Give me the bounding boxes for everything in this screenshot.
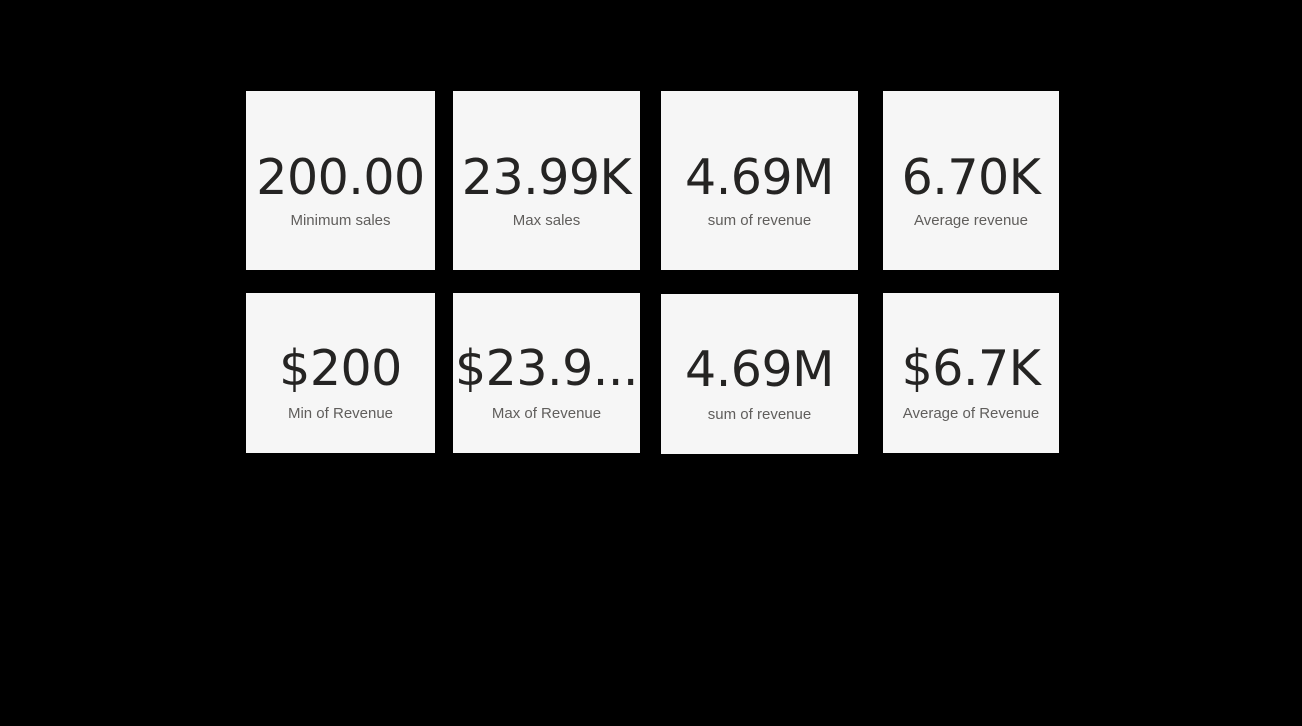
- card-average-revenue[interactable]: 6.70K Average revenue: [883, 91, 1059, 270]
- card-label: Average of Revenue: [902, 405, 1040, 422]
- card-min-of-revenue[interactable]: $200 Min of Revenue: [246, 293, 435, 453]
- card-sum-of-revenue[interactable]: 4.69M sum of revenue: [661, 91, 858, 270]
- card-average-of-revenue[interactable]: $6.7K Average of Revenue: [883, 293, 1059, 453]
- card-label: sum of revenue: [707, 406, 812, 423]
- card-value: 200.00: [256, 149, 425, 206]
- card-value: $23.9...: [454, 340, 639, 397]
- card-value: 23.99K: [461, 149, 632, 206]
- card-label: Max sales: [512, 212, 581, 229]
- card-label: Average revenue: [914, 212, 1028, 229]
- card-label: Max of Revenue: [491, 405, 602, 422]
- card-value: 4.69M: [685, 149, 834, 206]
- card-label: Minimum sales: [290, 212, 391, 229]
- card-value: 6.70K: [901, 149, 1041, 206]
- card-sum-of-revenue-2[interactable]: 4.69M sum of revenue: [661, 294, 858, 454]
- card-max-sales[interactable]: 23.99K Max sales: [453, 91, 640, 270]
- card-label: sum of revenue: [707, 212, 812, 229]
- card-minimum-sales[interactable]: 200.00 Minimum sales: [246, 91, 435, 270]
- card-value: $6.7K: [901, 340, 1041, 397]
- card-value: 4.69M: [685, 341, 834, 398]
- card-value: $200: [279, 340, 402, 397]
- card-label: Min of Revenue: [287, 405, 394, 422]
- card-max-of-revenue[interactable]: $23.9... Max of Revenue: [453, 293, 640, 453]
